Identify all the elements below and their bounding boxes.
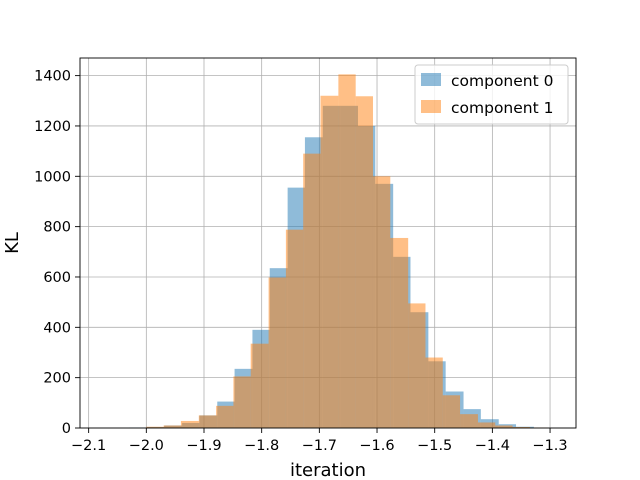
x-tick-label-1: −2.0: [129, 438, 164, 454]
bar-series-1-bin-6: [250, 343, 269, 428]
bar-series-1-bin-12: [355, 96, 373, 428]
bar-series-1-bin-2: [180, 420, 199, 428]
y-tick-label-3: 600: [43, 270, 71, 286]
y-tick-label-5: 1000: [34, 169, 71, 185]
bar-series-1-bin-9: [303, 153, 321, 429]
bar-series-1-bin-15: [408, 303, 426, 428]
x-tick-label-4: −1.7: [302, 438, 337, 454]
bar-series-1-bin-4: [216, 405, 234, 428]
bar-series-1-bin-10: [320, 95, 339, 429]
bar-series-1-bin-20: [495, 425, 513, 428]
y-tick-label-0: 0: [62, 421, 71, 437]
x-tick-label-2: −1.9: [186, 438, 221, 454]
legend: component 0 component 1: [414, 64, 569, 125]
bar-series-1-bin-19: [477, 422, 496, 428]
x-axis-label: iteration: [290, 460, 366, 480]
bar-series-1-bin-16: [425, 357, 443, 428]
y-tick-label-2: 400: [43, 320, 71, 336]
plot-frame: [79, 57, 577, 429]
x-tick-label-0: −2.1: [71, 438, 106, 454]
bar-series-1-bin-17: [442, 395, 461, 428]
y-tick-label-6: 1200: [34, 119, 71, 135]
bar-series-1-bin-7: [268, 277, 286, 428]
legend-swatch-component-0: [421, 73, 441, 86]
bar-series-1-bin-21: [512, 426, 530, 428]
bar-series-1-bin-8: [285, 229, 304, 428]
y-axis-label: KL: [2, 232, 23, 254]
bar-series-1-bin-13: [372, 176, 391, 428]
legend-label-component-1: component 1: [451, 99, 553, 117]
x-axis-ticks: −2.1 −2.0 −1.9 −1.8 −1.7 −1.6 −1.5 −1.4 −1.3: [71, 428, 568, 454]
y-tick-label-4: 800: [43, 220, 71, 236]
bar-series-1-bin-11: [338, 74, 356, 429]
x-tick-label-6: −1.5: [417, 438, 452, 454]
y-tick-label-1: 200: [43, 371, 71, 387]
x-tick-label-3: −1.8: [244, 438, 279, 454]
bar-series-1-bin-1: [163, 425, 181, 428]
y-tick-label-7: 1400: [34, 69, 71, 85]
bar-series-1-bin-18: [460, 414, 478, 428]
legend-label-component-0: component 0: [451, 72, 553, 90]
x-tick-label-8: −1.3: [532, 438, 567, 454]
x-tick-label-5: −1.6: [359, 438, 394, 454]
legend-box: [414, 64, 569, 125]
bar-series-1-bin-3: [198, 415, 217, 428]
histogram-bars: [129, 74, 548, 429]
y-axis-ticks: 0 200 400 600 800 1000 1200 1400: [34, 69, 80, 437]
bar-series-1-bin-0: [146, 426, 164, 428]
legend-swatch-component-1: [421, 100, 441, 113]
x-tick-label-7: −1.4: [475, 438, 510, 454]
bar-series-1-bin-14: [390, 237, 409, 428]
bar-series-1-bin-5: [233, 376, 251, 428]
